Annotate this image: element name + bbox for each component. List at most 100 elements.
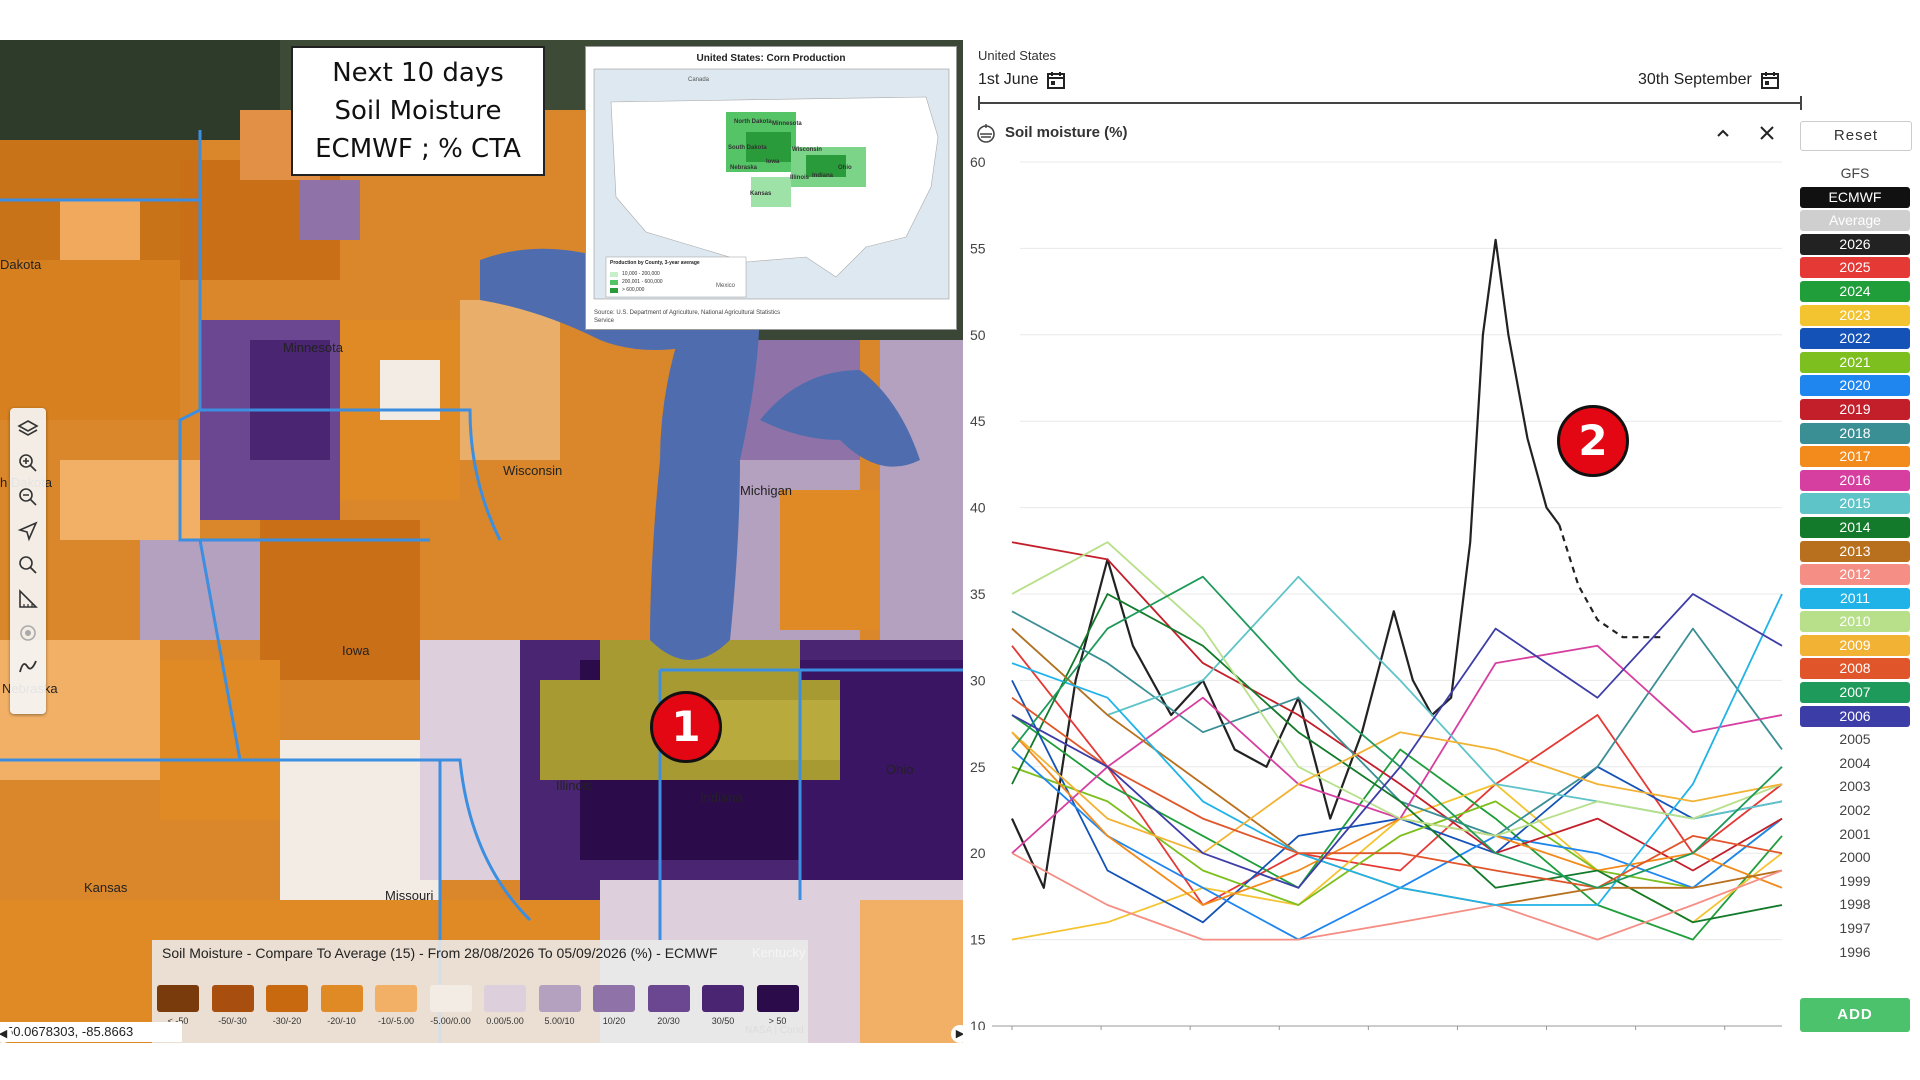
close-icon[interactable]	[1758, 124, 1776, 142]
layers-icon[interactable]	[13, 414, 43, 444]
series-toggle-gfs[interactable]: GFS	[1840, 165, 1870, 181]
inset-legend-title: Production by County, 3-year average	[610, 260, 700, 266]
series-toggle-2003[interactable]: 2003	[1839, 778, 1871, 795]
cursor-coordinates: 50.0678303, -85.8663	[0, 1022, 182, 1042]
series-toggle-average[interactable]: Average	[1800, 210, 1910, 232]
soil-icon	[977, 124, 995, 143]
series-toggle-2014[interactable]: 2014	[1800, 516, 1910, 538]
legend-swatch-label: -50/-30	[218, 1016, 247, 1026]
series-toggle-2022[interactable]: 2022	[1800, 328, 1910, 350]
series-selector: GFS ECMWF Average 2026 2025 2024 2023 2022 2021 2…	[1800, 163, 1910, 965]
legend-swatch	[429, 985, 472, 1012]
legend-swatch-label: > 50	[768, 1016, 787, 1026]
soil-moisture-map[interactable]: Next 10 days Soil Moisture ECMWF ; % CTA…	[0, 40, 963, 1043]
search-icon[interactable]	[13, 550, 43, 580]
series-toggle-2007[interactable]: 2007	[1800, 682, 1910, 704]
series-line-2006	[1011, 593, 1783, 889]
series-toggle-2009[interactable]: 2009	[1800, 634, 1910, 656]
series-toggle-1999[interactable]: 1999	[1839, 872, 1871, 889]
state-label: Michigan	[740, 483, 793, 498]
series-toggle-2000[interactable]: 2000	[1839, 849, 1871, 866]
legend-swatch-label: 10/20	[602, 1016, 626, 1026]
series-toggle-2006[interactable]: 2006	[1800, 705, 1910, 727]
navigate-icon[interactable]	[13, 516, 43, 546]
map-title-line: ECMWF ; % CTA	[315, 134, 521, 164]
end-date: 30th September	[1638, 71, 1752, 88]
map-title-box: Next 10 days Soil Moisture ECMWF ; % CTA	[291, 46, 545, 176]
date-range-slider[interactable]	[978, 102, 1802, 104]
series-toggle-2019[interactable]: 2019	[1800, 398, 1910, 420]
zoom-in-icon[interactable]	[13, 448, 43, 478]
series-line-2011	[1011, 593, 1783, 906]
chart-grid	[1020, 161, 1782, 1027]
series-toggle-2015[interactable]: 2015	[1800, 493, 1910, 515]
end-date-field[interactable]: 30th September	[1638, 70, 1780, 90]
panel-title: Soil moisture (%)	[1005, 124, 1128, 141]
corn-production-inset: United States: Corn Production North Dak…	[585, 46, 957, 330]
series-toggle-2023[interactable]: 2023	[1800, 304, 1910, 326]
measure-icon[interactable]	[13, 584, 43, 614]
locate-icon[interactable]	[13, 618, 43, 648]
legend-swatch-label: 0.00/5.00	[486, 1016, 524, 1026]
inset-legend-item: 10,000 - 200,000	[622, 271, 660, 277]
series-toggle-2026[interactable]: 2026	[1800, 233, 1910, 255]
inset-map	[593, 68, 950, 300]
inset-label: Canada	[688, 77, 710, 83]
calendar-icon[interactable]	[1760, 70, 1780, 90]
slider-handle-start[interactable]	[978, 96, 980, 110]
inset-label: Iowa	[766, 159, 780, 165]
inset-label: Illinois	[790, 175, 810, 181]
series-line-2010	[1011, 541, 1783, 837]
inset-label: Wisconsin	[792, 147, 822, 153]
series-line-2018	[1011, 610, 1783, 837]
series-toggle-ecmwf[interactable]: ECMWF	[1800, 186, 1910, 208]
calendar-icon[interactable]	[1046, 70, 1066, 90]
series-toggle-2002[interactable]: 2002	[1839, 802, 1871, 819]
legend-swatch-label: 5.00/10	[544, 1016, 575, 1026]
state-label: Indiana	[700, 790, 743, 805]
legend-swatch-label: -5.00/0.00	[430, 1016, 471, 1026]
state-label: Dakota	[0, 257, 42, 272]
series-toggle-2024[interactable]: 2024	[1800, 280, 1910, 302]
legend-swatch	[157, 985, 199, 1012]
y-tick-label: 60	[970, 154, 986, 170]
series-toggle-2017[interactable]: 2017	[1800, 446, 1910, 468]
series-toggle-2016[interactable]: 2016	[1800, 469, 1910, 491]
slider-handle-end[interactable]	[1800, 96, 1802, 110]
series-toggle-2025[interactable]: 2025	[1800, 257, 1910, 279]
series-toggle-2012[interactable]: 2012	[1800, 564, 1910, 586]
series-toggle-2020[interactable]: 2020	[1800, 375, 1910, 397]
reset-button[interactable]: Reset	[1800, 121, 1912, 151]
series-toggle-1997[interactable]: 1997	[1839, 920, 1871, 936]
series-toggle-2011[interactable]: 2011	[1800, 587, 1910, 609]
series-toggle-1996[interactable]: 1996	[1839, 943, 1871, 960]
legend-swatch-label: -30/-20	[272, 1016, 302, 1026]
y-tick-label: 35	[970, 586, 986, 602]
y-tick-label: 15	[970, 932, 986, 948]
start-date-field[interactable]: 1st June	[978, 70, 1066, 90]
y-tick-label: 20	[970, 845, 986, 861]
legend-swatch-label: 30/50	[711, 1016, 735, 1026]
collapse-icon[interactable]	[1714, 124, 1732, 142]
scroll-right-arrow[interactable]: ▶	[951, 1025, 963, 1043]
map-attribution: NASA | Cond	[745, 1025, 804, 1036]
series-line-ecmwf	[1558, 524, 1662, 639]
inset-label: North Dakota	[734, 119, 772, 125]
series-toggle-2013[interactable]: 2013	[1800, 540, 1910, 562]
series-toggle-2004[interactable]: 2004	[1839, 754, 1871, 771]
series-toggle-1998[interactable]: 1998	[1839, 896, 1871, 913]
state-label: Kansas	[84, 880, 128, 895]
draw-icon[interactable]	[13, 652, 43, 682]
legend-swatch	[593, 985, 635, 1012]
series-toggle-2018[interactable]: 2018	[1800, 422, 1910, 444]
series-toggle-2010[interactable]: 2010	[1800, 611, 1910, 633]
series-toggle-2005[interactable]: 2005	[1839, 731, 1871, 748]
add-button[interactable]: ADD	[1800, 998, 1910, 1032]
series-toggle-2008[interactable]: 2008	[1800, 658, 1910, 680]
series-toggle-2001[interactable]: 2001	[1839, 825, 1871, 842]
scroll-left-arrow[interactable]: ◀	[0, 1025, 12, 1043]
series-toggle-2021[interactable]: 2021	[1800, 351, 1910, 373]
state-label: Ohio	[886, 762, 914, 777]
zoom-out-icon[interactable]	[13, 482, 43, 512]
legend-swatch	[702, 985, 744, 1012]
